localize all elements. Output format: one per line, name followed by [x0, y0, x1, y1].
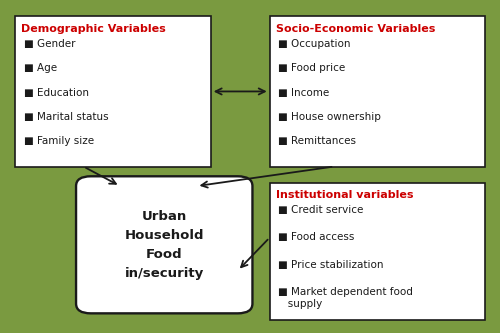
Text: ■ Market dependent food
   supply: ■ Market dependent food supply — [278, 287, 413, 309]
FancyBboxPatch shape — [76, 176, 252, 313]
Text: ■ Family size: ■ Family size — [24, 137, 94, 147]
Text: ■ Income: ■ Income — [278, 88, 330, 98]
Text: ■ Price stabilization: ■ Price stabilization — [278, 260, 384, 270]
Text: ■ Age: ■ Age — [24, 63, 56, 73]
Text: Institutional variables: Institutional variables — [276, 190, 413, 200]
Text: ■ Credit service: ■ Credit service — [278, 205, 364, 215]
FancyBboxPatch shape — [15, 16, 211, 166]
Text: ■ Food access: ■ Food access — [278, 232, 355, 242]
FancyBboxPatch shape — [270, 183, 485, 320]
Text: ■ Occupation: ■ Occupation — [278, 39, 351, 49]
Text: ■ Gender: ■ Gender — [24, 39, 75, 49]
Text: ■ Remittances: ■ Remittances — [278, 137, 356, 147]
Text: Socio-Economic Variables: Socio-Economic Variables — [276, 24, 436, 34]
Text: ■ Food price: ■ Food price — [278, 63, 345, 73]
Text: ■ Education: ■ Education — [24, 88, 88, 98]
FancyBboxPatch shape — [270, 16, 485, 166]
Text: ■ Marital status: ■ Marital status — [24, 112, 108, 122]
Text: Demographic Variables: Demographic Variables — [21, 24, 166, 34]
Text: Urban
Household
Food
in/security: Urban Household Food in/security — [124, 210, 204, 280]
Text: ■ House ownership: ■ House ownership — [278, 112, 382, 122]
